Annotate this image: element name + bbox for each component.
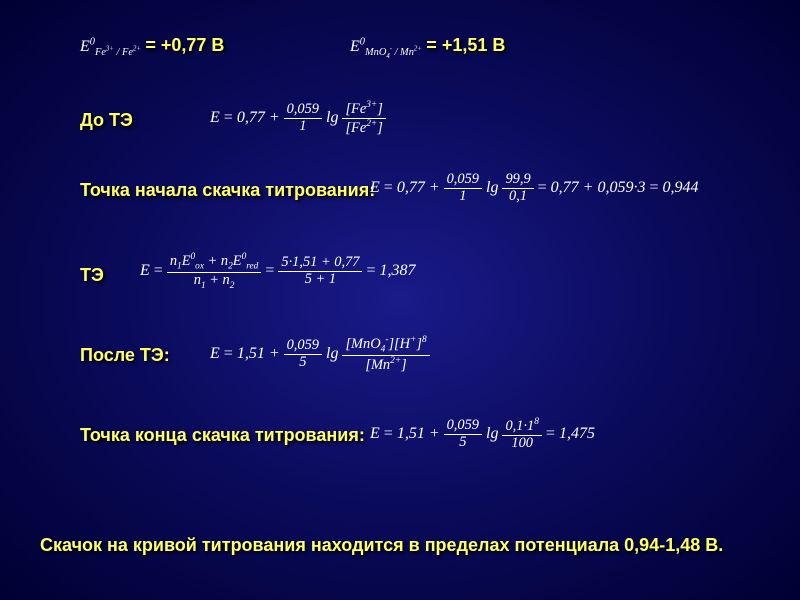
te-label-row: ТЭ xyxy=(80,265,104,286)
before-te-formula: E = 0,77 + 0,0591 lg [Fe3+][Fe2+] xyxy=(210,100,386,136)
before-te-row: До ТЭ xyxy=(80,110,133,131)
potential-mn: E0MnO4- / Mn2+ = +1,51 В xyxy=(350,35,505,60)
conclusion-row: Скачок на кривой титрования находится в … xyxy=(40,535,723,556)
jump-end-label: Точка конца скачка титрования: xyxy=(80,425,365,445)
conclusion-text: Скачок на кривой титрования находится в … xyxy=(40,535,723,555)
te-formula: E = n1E0ox + n2E0redn1 + n2 = 5·1,51 + 0… xyxy=(140,252,415,291)
after-te-label-row: После ТЭ: xyxy=(80,345,170,366)
mn-symbol: E0MnO4- / Mn2+ xyxy=(350,38,422,55)
fe-value: = +0,77 В xyxy=(145,35,224,55)
mn-value: = +1,51 В xyxy=(426,35,505,55)
potential-fe: E0Fe3+ / Fe2+ = +0,77 В xyxy=(80,35,224,58)
jump-start-label-row: Точка начала скачка титрования: xyxy=(80,180,375,201)
before-te-label: До ТЭ xyxy=(80,110,133,130)
te-label: ТЭ xyxy=(80,265,104,285)
jump-start-formula: E = 0,77 + 0,0591 lg 99,90,1 = 0,77 + 0,… xyxy=(370,172,699,205)
jump-end-label-row: Точка конца скачка титрования: xyxy=(80,425,365,446)
jump-start-label: Точка начала скачка титрования: xyxy=(80,180,375,200)
after-te-formula: E = 1,51 + 0,0595 lg [MnO4-][H+]8[Mn2+] xyxy=(210,335,430,374)
fe-symbol: E0Fe3+ / Fe2+ xyxy=(80,38,141,55)
after-te-label: После ТЭ: xyxy=(80,345,170,365)
jump-end-formula: E = 1,51 + 0,0595 lg 0,1·18100 = 1,475 xyxy=(370,417,595,451)
